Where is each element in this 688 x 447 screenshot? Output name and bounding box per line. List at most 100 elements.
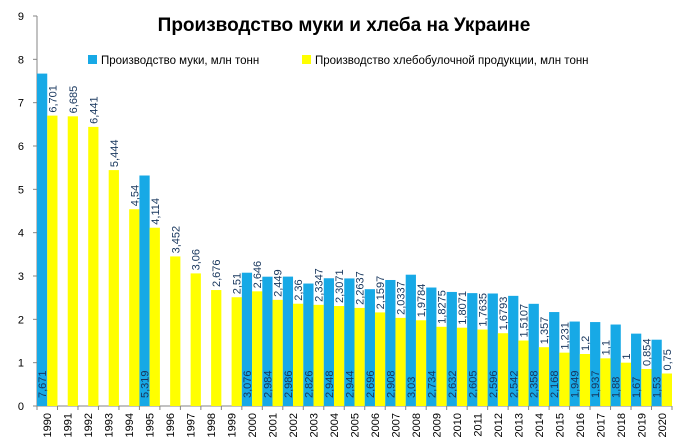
x-tick-label: 2014 [534, 413, 546, 437]
x-tick-label: 1997 [186, 413, 198, 437]
bar-label-flour: 2,168 [549, 370, 561, 398]
bar-label-flour: 2,948 [324, 370, 336, 398]
y-tick-label: 8 [18, 54, 24, 66]
bar-bread [231, 297, 242, 406]
bar-bread [354, 307, 365, 406]
bar-flour [528, 303, 539, 406]
x-tick-label: 2015 [554, 413, 566, 437]
bar-bread [190, 273, 201, 406]
bar-flour [446, 291, 457, 406]
bar-bread [67, 116, 78, 407]
y-tick-label: 0 [18, 401, 24, 413]
bar-label-flour: 1,937 [590, 370, 602, 398]
x-tick-label: 2000 [247, 413, 259, 437]
bar-label-bread: 2,449 [273, 269, 285, 297]
bar-bread [252, 291, 263, 406]
plot-area: 0 1 2 3 4 5 6 7 8 9 7,671 6,701 1990 6,685 1991 6,441 19… [18, 11, 674, 437]
bar-label-flour: 2,984 [262, 370, 274, 398]
bar-flour [262, 276, 273, 406]
x-tick-label: 2018 [616, 413, 628, 437]
bar-bread [272, 299, 283, 406]
bar-label-flour: 2,734 [426, 370, 438, 398]
y-tick-label: 7 [18, 98, 24, 110]
x-tick-label: 2010 [452, 413, 464, 437]
bar-label-flour: 3,03 [406, 377, 418, 398]
y-tick-label: 4 [18, 228, 24, 240]
x-tick-label: 1999 [227, 413, 239, 437]
bar-label-bread: 3,06 [191, 249, 203, 270]
bar-flour [241, 272, 253, 406]
x-tick-label: 2019 [636, 413, 648, 437]
bar-label-flour: 1,949 [570, 370, 582, 398]
bar-flour [487, 293, 498, 406]
bar-bread [538, 347, 550, 406]
bar-bread [559, 352, 570, 406]
x-tick-label: 1990 [42, 413, 54, 437]
bar-bread [211, 290, 222, 406]
x-tick-label: 2006 [370, 413, 382, 437]
bar-label-bread: 1,7635 [478, 293, 490, 327]
x-tick-label: 2001 [268, 413, 280, 437]
bar-label-bread: 2,2637 [355, 271, 367, 305]
legend-swatch-bread [302, 55, 311, 64]
x-tick-label: 2002 [288, 413, 300, 437]
x-tick-label: 1991 [63, 413, 75, 437]
x-tick-label: 1996 [165, 413, 177, 437]
bar-label-bread: 0,75 [662, 349, 674, 370]
bar-flour [344, 278, 355, 406]
bar-label-bread: 1,357 [539, 317, 551, 345]
bar-label-flour: 1,67 [631, 377, 643, 398]
y-tick-label: 9 [18, 11, 24, 23]
x-tick-label: 2011 [472, 413, 484, 437]
bar-bread [600, 358, 611, 406]
x-tick-label: 1995 [145, 413, 157, 437]
bar-label-bread: 1,1 [600, 340, 612, 355]
bar-label-bread: 1,9784 [416, 284, 428, 318]
bar-label-flour: 2,908 [385, 370, 397, 398]
x-tick-label: 2020 [657, 413, 669, 437]
bar-bread [88, 126, 99, 406]
bar-label-bread: 6,685 [68, 86, 80, 114]
bar-label-bread: 2,3347 [314, 268, 326, 302]
bar-label-flour: 2,986 [283, 370, 295, 398]
bar-label-bread: 4,54 [129, 185, 141, 206]
y-tick-label: 3 [18, 271, 24, 283]
x-tick-label: 2013 [513, 413, 525, 437]
bar-flour [37, 73, 48, 406]
bar-flour [631, 333, 642, 406]
bar-flour [364, 289, 375, 406]
bar-flour [590, 322, 601, 406]
bar-flour [323, 278, 335, 406]
bar-label-bread: 1,6793 [498, 297, 510, 331]
y-tick-label: 2 [18, 314, 24, 326]
bar-flour [467, 293, 478, 406]
bar-label-flour: 2,632 [447, 370, 459, 398]
x-tick-label: 1998 [206, 413, 218, 437]
bar-bread [415, 320, 427, 406]
bar-bread [293, 303, 304, 406]
bar-label-bread: 2,0337 [396, 281, 408, 315]
bar-label-flour: 1,53 [652, 377, 664, 398]
bar-label-bread: 2,676 [211, 260, 223, 288]
x-tick-label: 2009 [431, 413, 443, 437]
bar-bread [108, 170, 119, 406]
x-tick-label: 2017 [595, 413, 607, 437]
bar-label-bread: 2,646 [252, 261, 264, 289]
bar-label-bread: 5,444 [109, 140, 121, 168]
bar-flour [303, 283, 314, 406]
bar-label-bread: 1,2 [580, 336, 592, 351]
bar-label-flour: 1,88 [611, 377, 623, 398]
bar-label-flour: 3,076 [242, 370, 254, 398]
x-tick-label: 1993 [104, 413, 116, 437]
bar-flour [282, 276, 294, 406]
bar-label-flour: 2,696 [365, 370, 377, 398]
bar-bread [374, 312, 386, 406]
bar-label-flour: 2,944 [344, 370, 356, 398]
bar-bread [456, 327, 468, 406]
bar-bread [641, 368, 652, 406]
y-tick-label: 5 [18, 184, 24, 196]
x-tick-label: 2016 [575, 413, 587, 437]
bar-flour [610, 324, 621, 406]
bar-bread [497, 333, 509, 406]
